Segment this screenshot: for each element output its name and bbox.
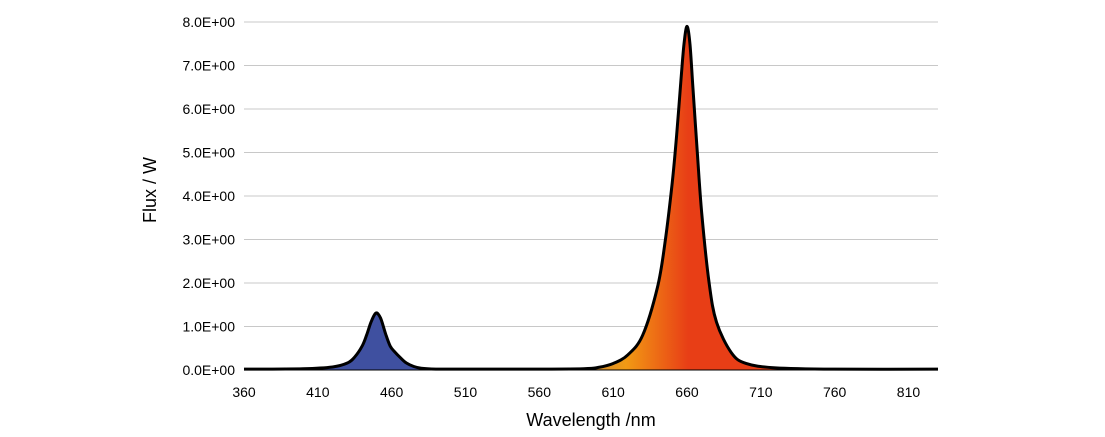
y-tick-labels: 0.0E+00 1.0E+00 2.0E+00 3.0E+00 4.0E+00 5.0E+… bbox=[182, 14, 235, 378]
x-tick-label: 760 bbox=[823, 384, 847, 400]
spectrum-area bbox=[244, 26, 938, 370]
y-tick-label: 3.0E+00 bbox=[182, 232, 235, 248]
x-axis-title: Wavelength /nm bbox=[526, 410, 655, 430]
x-tick-label: 360 bbox=[232, 384, 256, 400]
gridlines bbox=[244, 21, 938, 327]
x-tick-label: 810 bbox=[897, 384, 921, 400]
y-tick-label: 6.0E+00 bbox=[182, 101, 235, 117]
y-tick-label: 8.0E+00 bbox=[182, 14, 235, 30]
y-tick-label: 1.0E+00 bbox=[182, 319, 235, 335]
x-tick-label: 460 bbox=[380, 384, 404, 400]
y-tick-label: 7.0E+00 bbox=[182, 58, 235, 74]
x-tick-label: 510 bbox=[454, 384, 478, 400]
x-tick-label: 610 bbox=[601, 384, 625, 400]
y-tick-label: 2.0E+00 bbox=[182, 275, 235, 291]
y-tick-label: 4.0E+00 bbox=[182, 188, 235, 204]
y-tick-label: 5.0E+00 bbox=[182, 145, 235, 161]
x-tick-label: 560 bbox=[528, 384, 552, 400]
x-tick-labels: 360 410 460 510 560 610 660 710 760 810 bbox=[232, 384, 920, 400]
y-tick-label: 0.0E+00 bbox=[182, 362, 235, 378]
x-tick-label: 710 bbox=[749, 384, 773, 400]
y-axis-title: Flux / W bbox=[140, 157, 160, 223]
spectrum-curve bbox=[243, 24, 939, 371]
x-tick-label: 410 bbox=[306, 384, 330, 400]
x-tick-label: 660 bbox=[675, 384, 699, 400]
